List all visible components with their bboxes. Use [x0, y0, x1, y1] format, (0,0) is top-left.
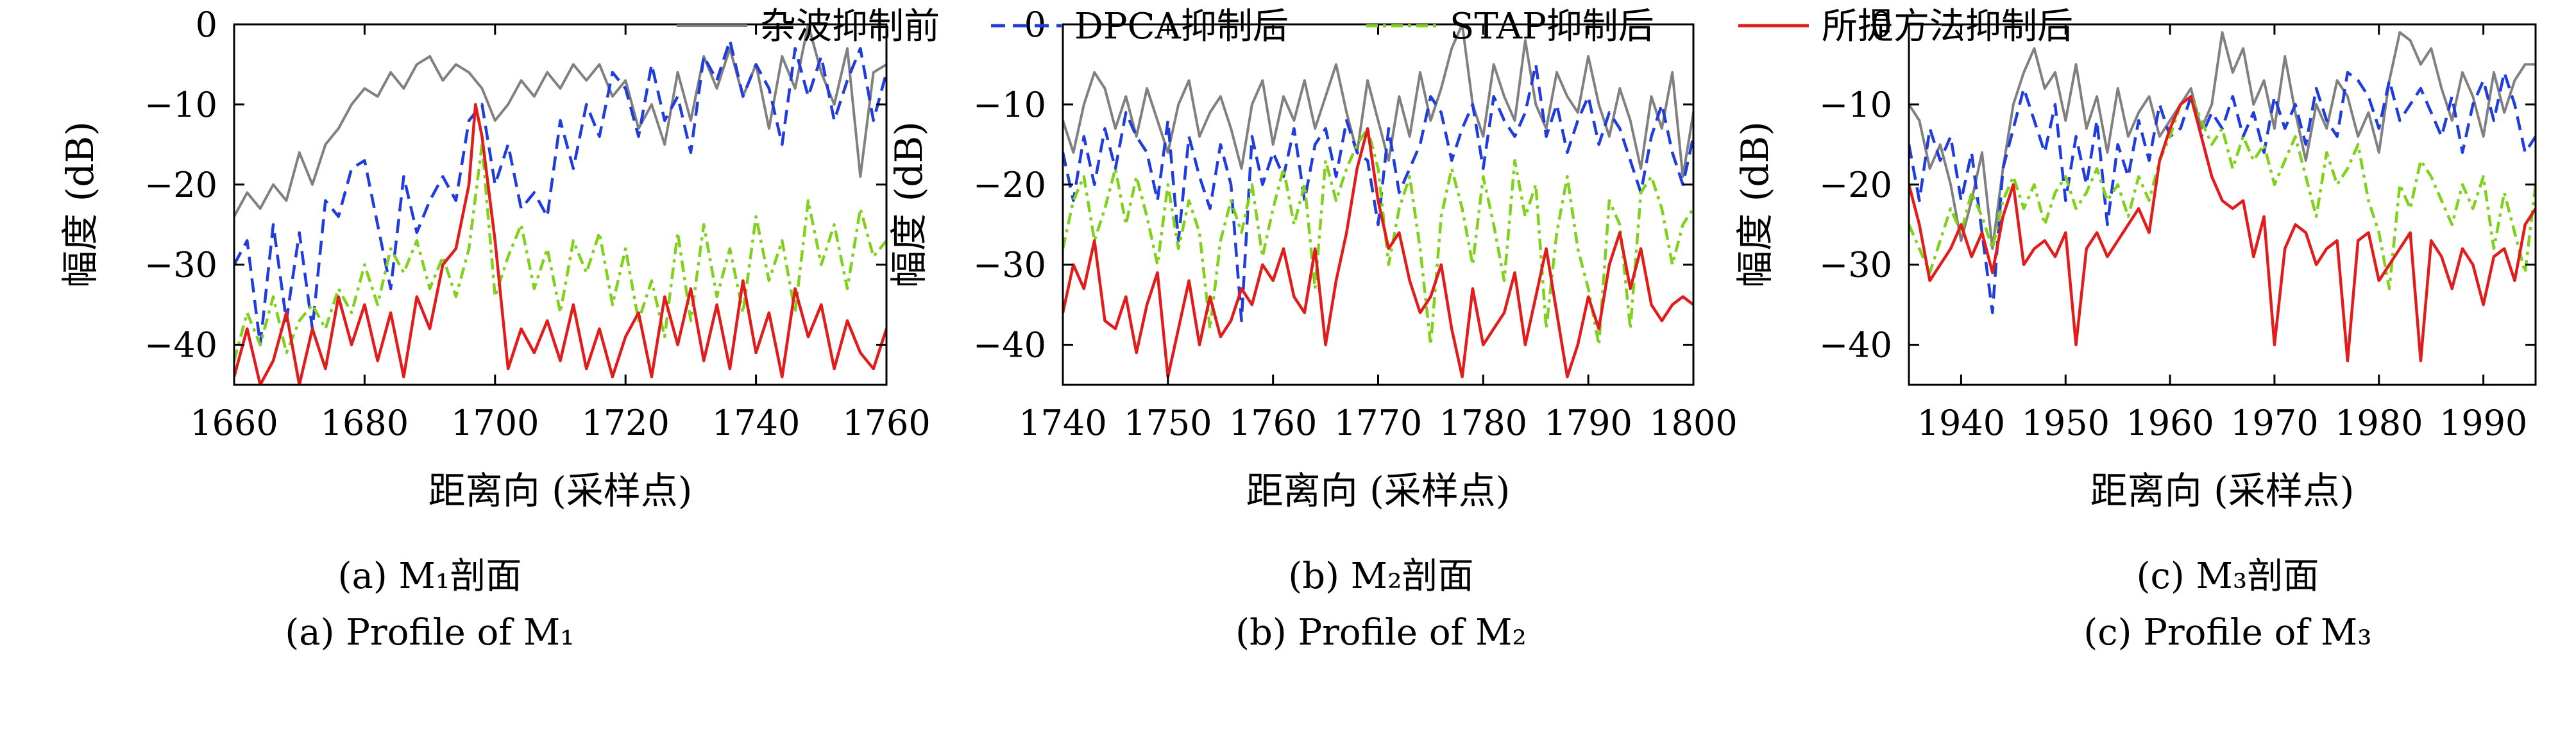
y-tick-label: −20	[144, 165, 217, 205]
y-tick-label: 0	[1870, 4, 1892, 45]
caption-c-cn: (c) M₃剖面	[2136, 555, 2319, 597]
series-group	[1063, 24, 1693, 378]
x-tick-label: 1940	[1917, 403, 2005, 443]
caption-b-cn: (b) M₂剖面	[1288, 555, 1474, 597]
chart-panel-b: 1740 1750 1760 1770 1780 1790 18000−10−20−30−4…	[887, 4, 1738, 512]
series-line-proposed	[1909, 95, 2536, 362]
y-tick-label: −10	[973, 85, 1046, 125]
series-line-stap	[1909, 95, 2536, 291]
y-tick-label: −10	[144, 85, 217, 125]
x-tick-label: 1740	[712, 403, 800, 443]
series-line-stap	[1063, 127, 1693, 346]
y-tick-label: −40	[144, 325, 217, 366]
x-tick-label: 1700	[451, 403, 539, 443]
legend-item-proposed: 所提方法抑制后	[1738, 6, 2073, 47]
chart-panel-c: 1940 1950 1960 1970 1980 1990 0 −10 −20 −30 −40 距离向…	[1733, 4, 2537, 512]
y-tick-label: −40	[973, 325, 1046, 366]
y-tick-label: −40	[1819, 325, 1892, 366]
legend-item-dpca: DPCA抑制后	[991, 6, 1289, 47]
series-line-before	[1063, 24, 1693, 178]
x-tick-label: 1660	[190, 403, 278, 443]
series-line-before	[234, 24, 886, 217]
y-tick-label: −30	[144, 245, 217, 285]
caption-b: (b) M₂剖面 (b) Profile of M₂	[1189, 548, 1573, 661]
x-tick-label: 1780	[1439, 403, 1527, 443]
x-tick-label: 1720	[581, 403, 669, 443]
chart-panel-a: 1660 1680 1700 1720 1740 1760 0 −10 −20 −30 −40 距离向…	[58, 4, 931, 512]
series-line-stap	[234, 143, 886, 362]
plot-frame	[1908, 23, 2537, 386]
caption-a-en: (a) Profile of M₁	[285, 612, 575, 654]
series-line-before	[1909, 31, 2536, 250]
x-tick-label: 1750	[1124, 403, 1212, 443]
x-tick-label: 1800	[1649, 403, 1737, 443]
legend-label: DPCA抑制后	[1074, 6, 1289, 47]
y-tick-label: −20	[1819, 165, 1892, 205]
x-tick-label: 1970	[2230, 403, 2318, 443]
caption-a-cn: (a) M₁剖面	[337, 555, 522, 597]
legend-label: 杂波抑制前	[760, 6, 940, 47]
x-tick-label: 1760	[1229, 403, 1317, 443]
series-line-proposed	[234, 103, 886, 385]
x-tick-label: 1950	[2022, 403, 2110, 443]
x-tick-label: 1790	[1544, 403, 1632, 443]
series-group	[1909, 31, 2536, 362]
y-tick-label: −20	[973, 165, 1046, 205]
y-axis-label: 幅度 (dB)	[1733, 121, 1777, 287]
x-tick-label: 1740	[1019, 403, 1106, 443]
legend-item-before: 杂波抑制前	[677, 6, 940, 47]
y-tick-label: −30	[973, 245, 1046, 285]
y-axis-label: 幅度 (dB)	[887, 121, 931, 287]
legend-item-stap: STAP抑制后	[1366, 6, 1654, 47]
x-tick-label: 1680	[321, 403, 409, 443]
caption-b-en: (b) Profile of M₂	[1235, 612, 1527, 654]
x-axis-label: 距离向 (采样点)	[2090, 469, 2355, 512]
x-tick-label: 1980	[2335, 403, 2423, 443]
series-line-dpca	[1909, 71, 2536, 314]
y-tick-label: −10	[1819, 85, 1892, 125]
x-tick-label: 1990	[2439, 403, 2527, 443]
legend: 杂波抑制前 DPCA抑制后 STAP抑制后 所提方法抑制后	[677, 6, 2073, 47]
x-axis-label: 距离向 (采样点)	[1246, 469, 1511, 512]
legend-label: 所提方法抑制后	[1822, 6, 2073, 47]
x-tick-label: 1770	[1334, 403, 1422, 443]
y-tick-label: −30	[1819, 245, 1892, 285]
caption-a: (a) M₁剖面 (a) Profile of M₁	[237, 548, 622, 661]
series-line-dpca	[1063, 63, 1693, 323]
plot-frame	[233, 23, 888, 386]
x-axis-label: 距离向 (采样点)	[428, 469, 693, 512]
x-tick-label: 1760	[842, 403, 930, 443]
caption-c-en: (c) Profile of M₃	[2083, 612, 2372, 654]
series-line-dpca	[234, 38, 886, 346]
series-group	[234, 24, 886, 385]
x-tick-label: 1960	[2126, 403, 2214, 443]
caption-c: (c) M₃剖面 (c) Profile of M₃	[2035, 548, 2420, 661]
legend-label: STAP抑制后	[1450, 6, 1654, 47]
y-tick-label: 0	[196, 4, 217, 45]
y-axis-label: 幅度 (dB)	[58, 121, 102, 287]
